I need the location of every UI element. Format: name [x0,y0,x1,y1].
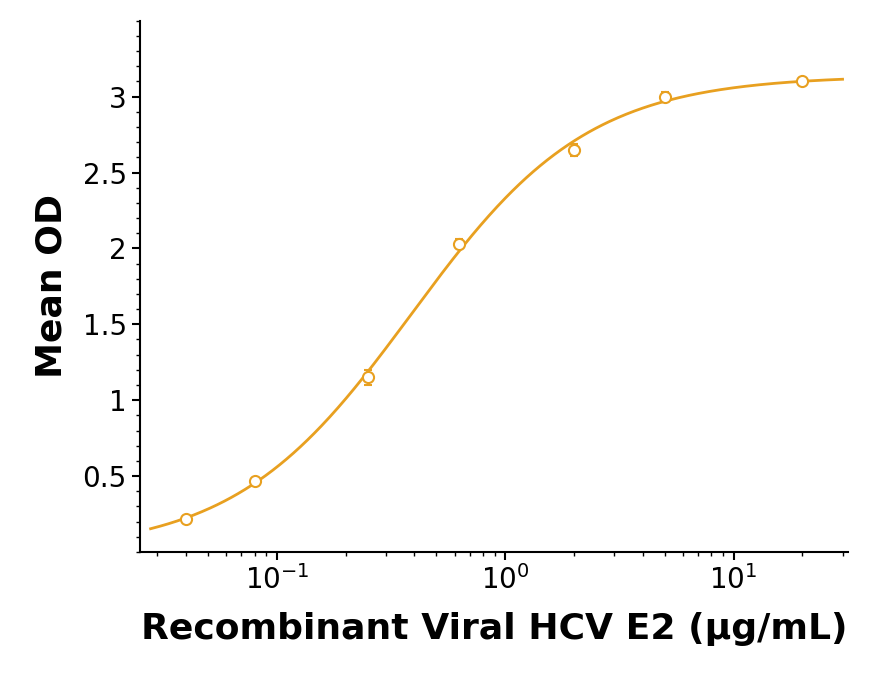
Y-axis label: Mean OD: Mean OD [34,195,68,378]
X-axis label: Recombinant Viral HCV E2 (μg/mL): Recombinant Viral HCV E2 (μg/mL) [141,612,847,646]
